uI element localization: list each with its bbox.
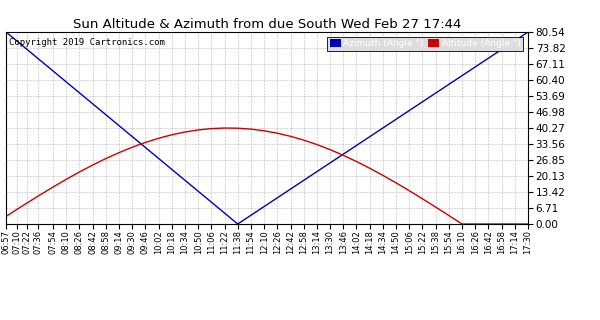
Text: Copyright 2019 Cartronics.com: Copyright 2019 Cartronics.com: [8, 38, 164, 47]
Title: Sun Altitude & Azimuth from due South Wed Feb 27 17:44: Sun Altitude & Azimuth from due South We…: [73, 18, 461, 31]
Legend: Azimuth (Angle °), Altitude (Angle °): Azimuth (Angle °), Altitude (Angle °): [327, 36, 523, 51]
